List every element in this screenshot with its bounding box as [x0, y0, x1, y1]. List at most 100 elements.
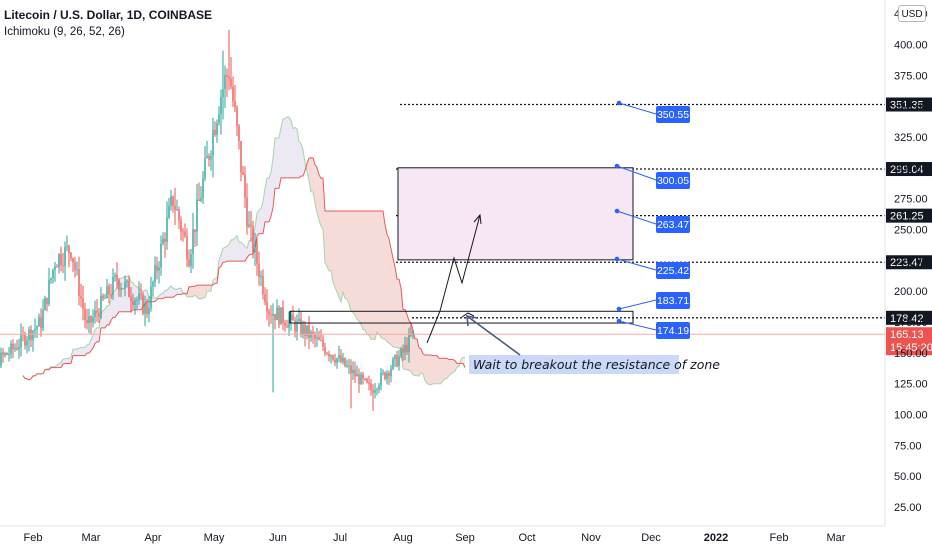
- senkou-span-a: [22, 116, 465, 386]
- cloud-segment: [63, 358, 65, 365]
- y-tick-label: 400.00: [894, 40, 928, 52]
- cloud-segment: [435, 355, 437, 384]
- candle-body: [376, 389, 378, 391]
- candle-body: [318, 337, 320, 340]
- candle-body: [170, 196, 172, 206]
- candle-body: [58, 254, 60, 268]
- candle-body: [302, 324, 304, 334]
- candle-body: [270, 314, 272, 316]
- candle-body: [248, 224, 250, 227]
- candle-body: [168, 205, 170, 218]
- cloud-segment: [357, 211, 359, 321]
- y-tick-label: 125.00: [894, 379, 928, 391]
- cloud-segment: [165, 290, 167, 298]
- callout-box: [656, 292, 690, 309]
- candle-body: [140, 293, 142, 295]
- cloud-segment: [415, 338, 417, 376]
- annotation-arrowhead: [466, 315, 478, 327]
- candle-body: [98, 312, 100, 318]
- price-axis[interactable]: 25.00 50.00 75.00 100.00 125.00 150.00 175.00 2…: [884, 0, 928, 526]
- candle-body: [220, 97, 222, 115]
- cloud-segment: [453, 359, 455, 373]
- candle-body: [154, 265, 156, 283]
- cloud-segment: [57, 363, 59, 368]
- callout-anchor: [616, 100, 622, 106]
- candle-body: [404, 344, 406, 353]
- cloud-segment: [229, 239, 231, 262]
- candle-body: [6, 353, 8, 355]
- horizontal-levels[interactable]: 351.35 299.04 261.25 223.47 178.42 165.1315:4…: [0, 97, 932, 356]
- candle-body: [204, 158, 206, 179]
- y-tick-label: 250.00: [894, 225, 928, 237]
- callout-leader: [616, 258, 657, 271]
- candle-body: [202, 178, 204, 199]
- cloud-segment: [323, 178, 325, 264]
- candle-body: [372, 390, 374, 393]
- level-tag-label: 223.47: [890, 257, 924, 269]
- cloud-segment: [245, 246, 247, 262]
- callout-leader: [618, 102, 657, 115]
- y-tick-label: 350.00: [894, 101, 928, 113]
- breakout-marker: [461, 312, 475, 318]
- candle-body: [350, 365, 352, 374]
- y-tick-label: 150.00: [894, 348, 928, 360]
- callout-leader: [616, 165, 657, 181]
- candle-body: [254, 243, 256, 253]
- cloud-segment: [347, 211, 349, 305]
- callout-leader: [618, 320, 657, 331]
- price-callouts[interactable]: 350.55 300.05 263.47 225.42 183.71 174.19: [614, 100, 690, 339]
- x-tick-label: Mar: [82, 532, 101, 544]
- cloud-segment: [115, 287, 117, 318]
- cloud-segment: [349, 211, 351, 312]
- callout-leader: [616, 210, 657, 225]
- indicator-legend[interactable]: Ichimoku (9, 26, 52, 26): [4, 26, 125, 38]
- cloud-segment: [285, 116, 287, 178]
- cloud-segment: [193, 286, 195, 297]
- cloud-segment: [281, 118, 283, 178]
- zones[interactable]: [289, 167, 634, 324]
- candle-body: [144, 303, 146, 314]
- cloud-segment: [249, 240, 251, 256]
- cloud-segment: [105, 305, 107, 328]
- x-tick-label: 2022: [704, 532, 728, 544]
- cloud-segment: [359, 211, 361, 325]
- callout-label: 263.47: [657, 219, 689, 231]
- cloud-segment: [153, 297, 155, 302]
- projection-path[interactable]: [426, 213, 482, 344]
- cloud-segment: [447, 358, 449, 379]
- y-tick-label: 325.00: [894, 132, 928, 144]
- cloud-segment: [233, 237, 235, 262]
- cloud-segment: [371, 211, 373, 340]
- candle-body: [68, 245, 70, 253]
- callout-anchor: [614, 163, 620, 169]
- currency-button[interactable]: USD: [898, 5, 926, 22]
- candle-body: [0, 352, 2, 366]
- cloud-segment: [95, 327, 97, 344]
- candle-body: [340, 355, 342, 363]
- candle-body: [82, 298, 84, 309]
- candle-body: [152, 282, 154, 287]
- candle-body: [358, 374, 360, 385]
- cloud-segment: [333, 211, 335, 288]
- time-axis[interactable]: Feb Mar Apr May Jun Jul Aug Sep Oct Nov Dec 2022 Feb…: [0, 525, 885, 544]
- candle-body: [160, 244, 162, 268]
- cloud-segment: [433, 355, 435, 384]
- candle-body: [228, 76, 230, 79]
- candle-body: [8, 354, 10, 356]
- cloud-segment: [215, 278, 217, 284]
- cloud-segment: [271, 158, 273, 217]
- annotation[interactable]: Wait to breakout the resistance of zone: [466, 315, 720, 374]
- cloud-segment: [313, 157, 315, 204]
- cloud-segment: [239, 242, 241, 262]
- cloud-segment: [307, 158, 309, 181]
- cloud-segment: [231, 239, 233, 262]
- current-price-tag: [886, 327, 932, 356]
- cloud-segment: [261, 201, 263, 234]
- y-tick-label: 225.00: [894, 255, 928, 267]
- cloud-segment: [107, 305, 109, 325]
- candle-body: [188, 259, 190, 267]
- cloud-segment: [389, 238, 391, 345]
- cloud-segment: [299, 141, 301, 178]
- cloud-segment: [353, 211, 355, 315]
